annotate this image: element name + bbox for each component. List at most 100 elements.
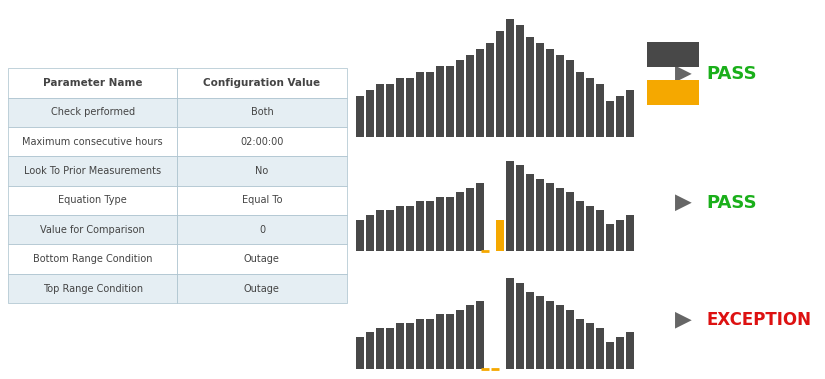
Bar: [616, 219, 624, 251]
Bar: [596, 328, 604, 369]
Bar: [376, 210, 384, 251]
Bar: [516, 165, 524, 251]
Bar: [356, 96, 364, 137]
Text: Equal To: Equal To: [242, 196, 282, 205]
Bar: [546, 301, 554, 369]
Bar: [516, 25, 524, 137]
Text: Look To Prior Measurements: Look To Prior Measurements: [24, 166, 162, 176]
Text: Value for Comparison: Value for Comparison: [40, 225, 145, 235]
Bar: [567, 193, 574, 251]
Text: Bottom Range Condition: Bottom Range Condition: [33, 254, 153, 264]
Text: Parameter Name: Parameter Name: [43, 78, 143, 88]
Bar: [536, 296, 544, 369]
Bar: [507, 19, 514, 137]
Bar: [606, 341, 614, 369]
Bar: [567, 60, 574, 137]
Bar: [466, 305, 474, 369]
Text: = Regular data: = Regular data: [708, 49, 793, 59]
Bar: [466, 55, 474, 137]
Bar: [466, 188, 474, 251]
Bar: [177, 98, 346, 127]
Bar: [446, 314, 454, 369]
Bar: [486, 43, 493, 137]
Bar: [416, 72, 423, 137]
Bar: [476, 301, 483, 369]
Bar: [577, 319, 584, 369]
Bar: [356, 219, 364, 251]
Text: No: No: [255, 166, 269, 176]
Bar: [177, 244, 346, 274]
Bar: [8, 98, 177, 127]
Bar: [8, 186, 177, 215]
Bar: [406, 206, 413, 251]
Bar: [446, 197, 454, 251]
Bar: [616, 337, 624, 369]
Bar: [436, 197, 444, 251]
Bar: [626, 90, 634, 137]
Text: KEY: KEY: [717, 25, 747, 39]
Bar: [497, 219, 504, 251]
Bar: [546, 49, 554, 137]
Bar: [8, 215, 177, 244]
Text: Top Range Condition: Top Range Condition: [43, 283, 143, 293]
Bar: [396, 206, 403, 251]
Text: EXCEPTION: EXCEPTION: [706, 311, 811, 329]
Bar: [556, 305, 563, 369]
Bar: [516, 283, 524, 369]
Bar: [376, 328, 384, 369]
Bar: [396, 78, 403, 137]
Text: PASS: PASS: [706, 65, 757, 83]
Bar: [507, 278, 514, 369]
Bar: [177, 186, 346, 215]
Bar: [406, 323, 413, 369]
Bar: [406, 78, 413, 137]
Bar: [587, 323, 594, 369]
Bar: [446, 66, 454, 137]
Bar: [526, 174, 534, 251]
Bar: [626, 332, 634, 369]
Text: PASS: PASS: [706, 194, 757, 212]
Bar: [436, 66, 444, 137]
Bar: [376, 84, 384, 137]
Text: Check performed: Check performed: [51, 107, 134, 117]
Bar: [577, 201, 584, 251]
Bar: [396, 323, 403, 369]
Bar: [8, 274, 177, 303]
Bar: [536, 179, 544, 251]
Bar: [567, 310, 574, 369]
Bar: [436, 314, 444, 369]
Text: Maximum consecutive hours: Maximum consecutive hours: [22, 137, 163, 147]
Bar: [177, 157, 346, 186]
Bar: [647, 42, 699, 67]
Bar: [177, 68, 346, 98]
Bar: [177, 274, 346, 303]
Text: 0: 0: [259, 225, 265, 235]
Bar: [556, 55, 563, 137]
Bar: [587, 206, 594, 251]
Bar: [366, 90, 374, 137]
Bar: [526, 37, 534, 137]
Bar: [8, 157, 177, 186]
Text: Outage: Outage: [244, 254, 280, 264]
Bar: [647, 80, 699, 105]
Bar: [526, 292, 534, 369]
Bar: [626, 215, 634, 251]
Bar: [177, 215, 346, 244]
Bar: [177, 127, 346, 157]
Bar: [416, 201, 423, 251]
Bar: [587, 78, 594, 137]
Bar: [427, 201, 434, 251]
Bar: [427, 72, 434, 137]
Bar: [8, 244, 177, 274]
Text: Configuration Value: Configuration Value: [204, 78, 320, 88]
Text: Outage: Outage: [244, 283, 280, 293]
Bar: [577, 72, 584, 137]
Bar: [476, 183, 483, 251]
Text: Equation Type: Equation Type: [59, 196, 127, 205]
Bar: [507, 161, 514, 251]
Bar: [416, 319, 423, 369]
Bar: [366, 332, 374, 369]
Text: 02:00:00: 02:00:00: [240, 137, 284, 147]
Bar: [386, 210, 394, 251]
Bar: [606, 102, 614, 137]
